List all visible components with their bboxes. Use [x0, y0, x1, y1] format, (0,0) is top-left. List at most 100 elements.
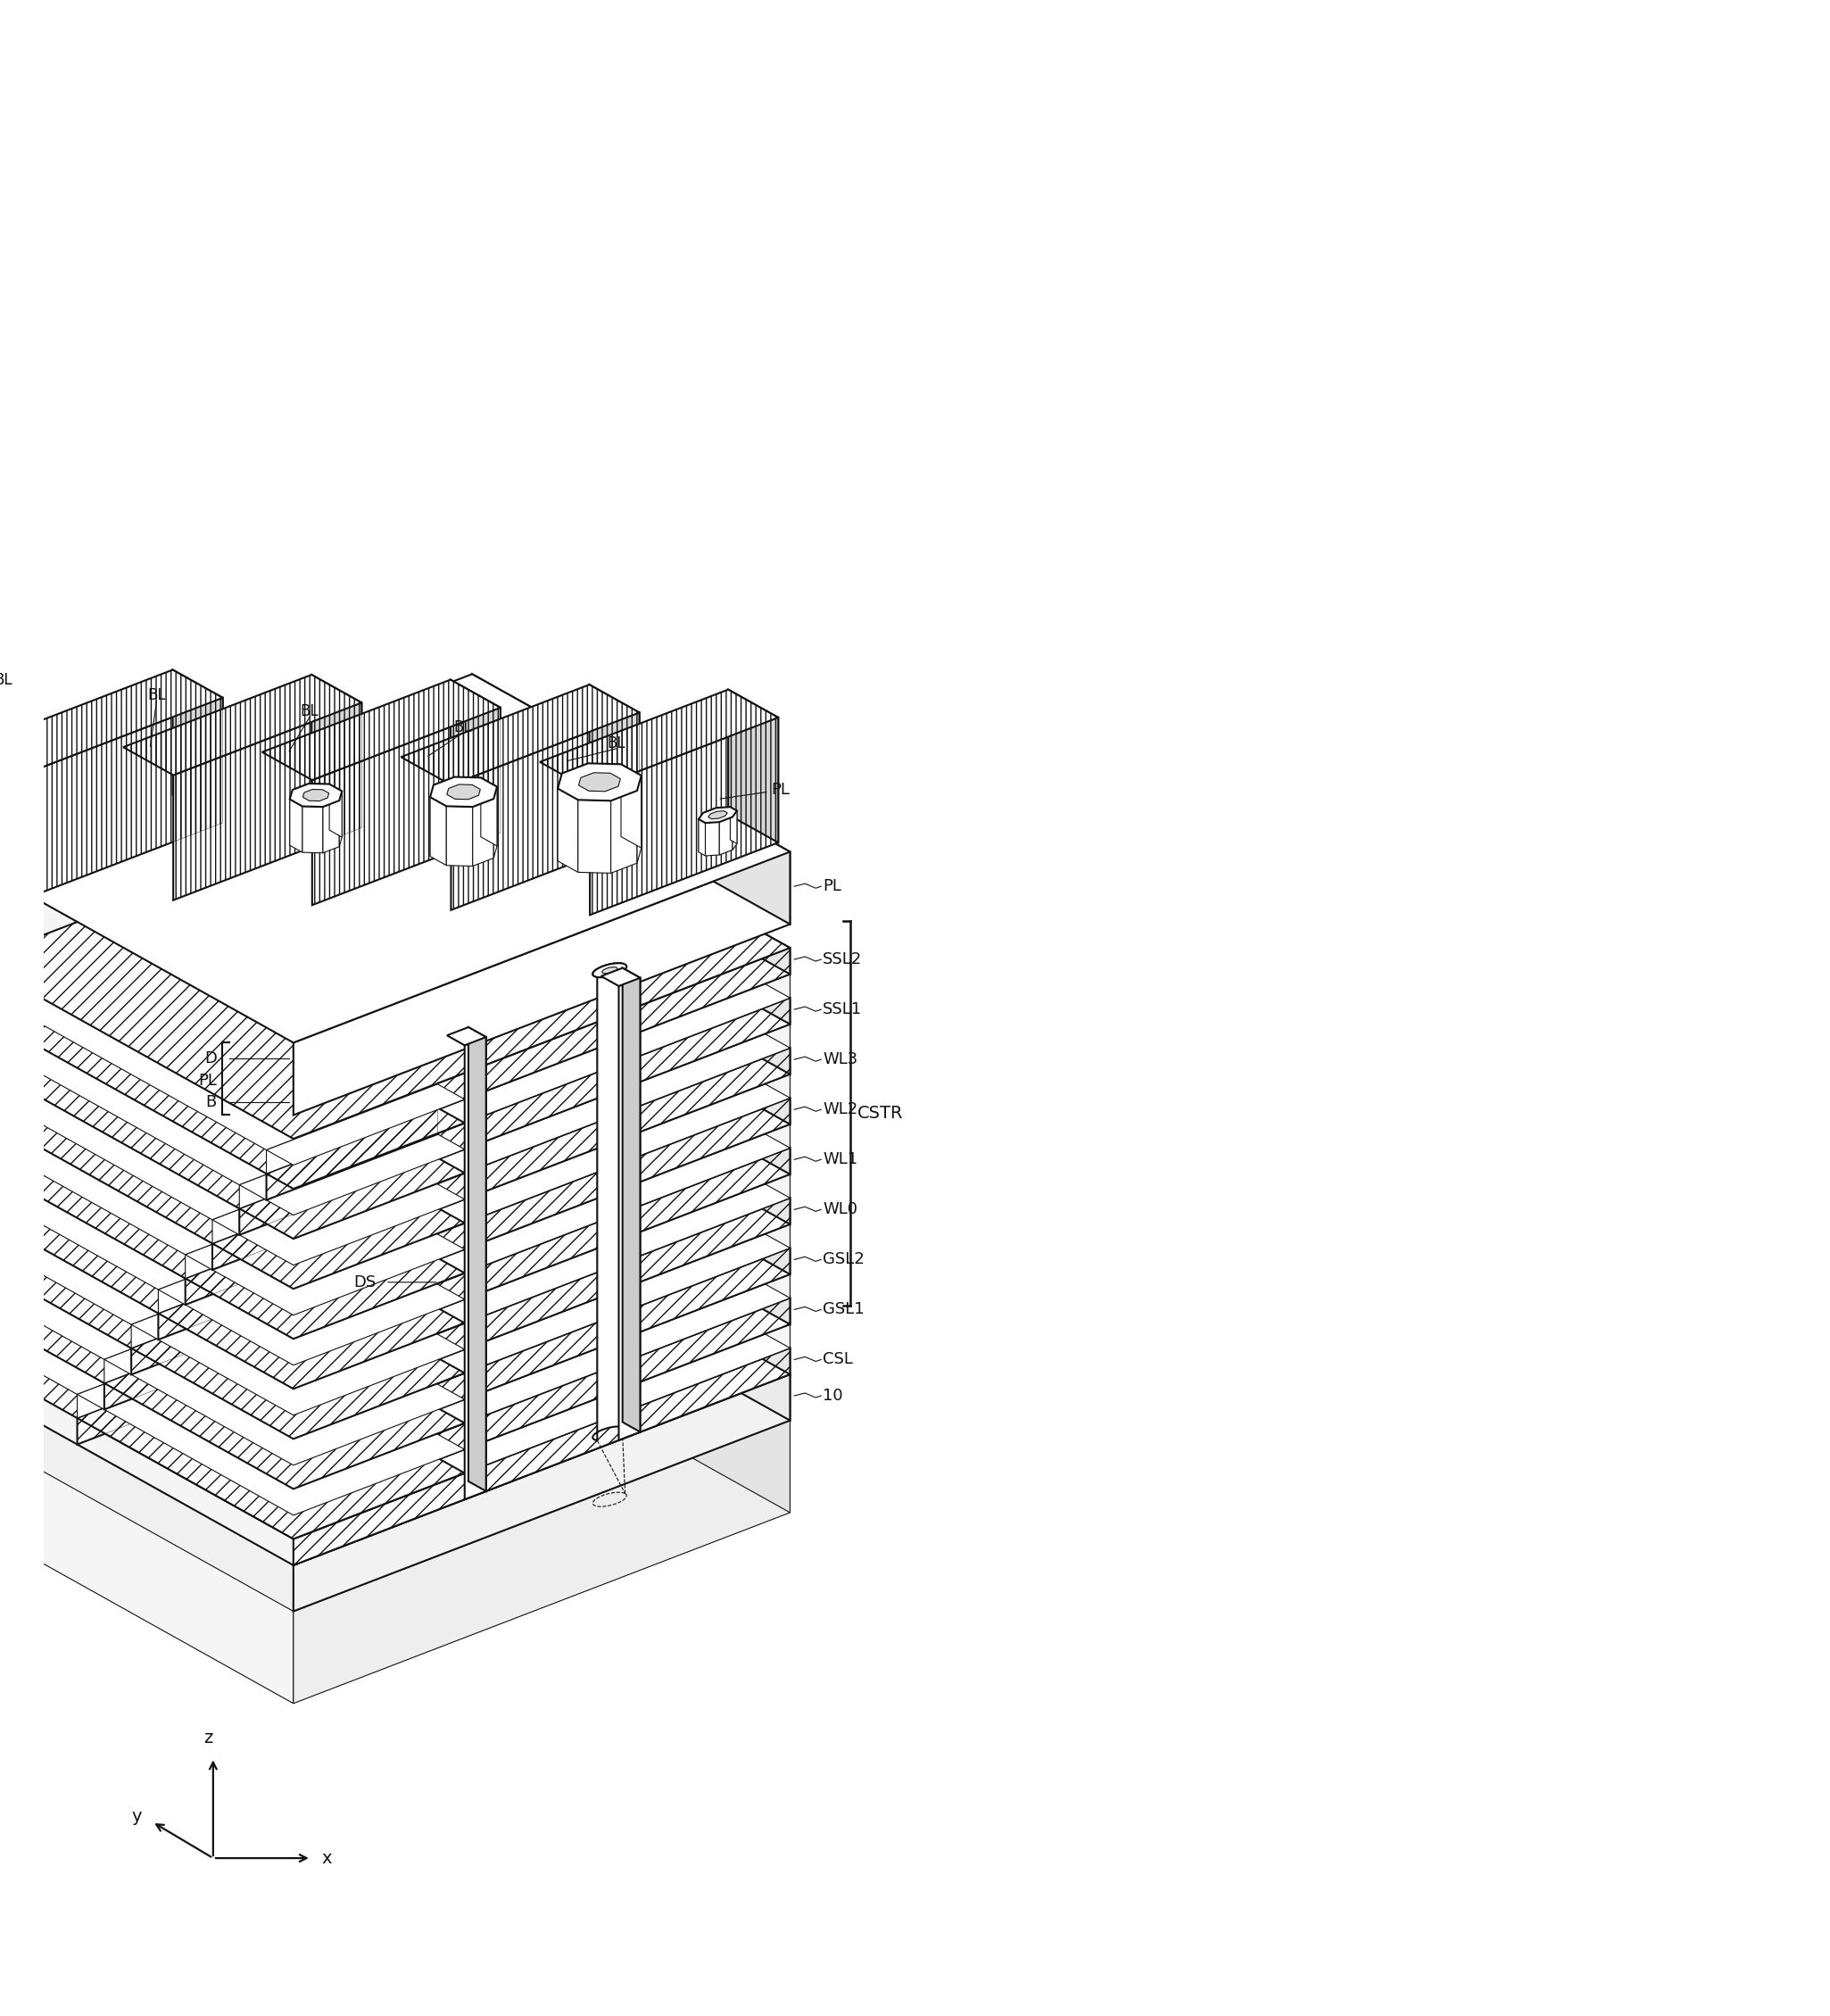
- Text: SSL1: SSL1: [824, 1002, 862, 1018]
- Polygon shape: [293, 1224, 791, 1439]
- Polygon shape: [104, 1294, 465, 1466]
- Polygon shape: [0, 996, 791, 1365]
- Polygon shape: [309, 784, 329, 831]
- Polygon shape: [0, 847, 791, 1216]
- Polygon shape: [728, 689, 778, 843]
- Polygon shape: [494, 786, 498, 859]
- Polygon shape: [447, 784, 479, 800]
- Polygon shape: [430, 796, 447, 865]
- Polygon shape: [0, 1121, 791, 1490]
- Polygon shape: [0, 796, 791, 1165]
- Polygon shape: [339, 790, 342, 847]
- Polygon shape: [0, 1171, 791, 1538]
- Polygon shape: [430, 784, 434, 857]
- Polygon shape: [0, 821, 791, 1189]
- Polygon shape: [267, 1109, 465, 1189]
- Text: WL3: WL3: [824, 1052, 858, 1068]
- Polygon shape: [472, 970, 791, 1173]
- Polygon shape: [472, 1242, 791, 1512]
- Polygon shape: [132, 1282, 465, 1439]
- Text: GSL1: GSL1: [824, 1302, 864, 1318]
- Polygon shape: [104, 1316, 465, 1490]
- Polygon shape: [472, 847, 791, 1048]
- Polygon shape: [589, 718, 778, 915]
- Text: CSL: CSL: [824, 1351, 853, 1367]
- Polygon shape: [132, 1258, 465, 1415]
- Polygon shape: [322, 800, 339, 853]
- Polygon shape: [77, 1329, 465, 1516]
- Polygon shape: [293, 1248, 791, 1466]
- Polygon shape: [132, 1282, 302, 1375]
- Polygon shape: [0, 1097, 791, 1466]
- Polygon shape: [619, 978, 640, 1439]
- Polygon shape: [468, 1028, 487, 1492]
- Polygon shape: [293, 974, 791, 1189]
- Polygon shape: [0, 1020, 791, 1389]
- Text: D: D: [205, 1050, 216, 1066]
- Polygon shape: [732, 810, 737, 851]
- Polygon shape: [589, 685, 639, 837]
- Polygon shape: [472, 1046, 791, 1248]
- Text: DS: DS: [353, 1274, 377, 1290]
- Polygon shape: [293, 1375, 791, 1611]
- Text: 10: 10: [824, 1387, 844, 1403]
- Polygon shape: [0, 673, 791, 1042]
- Polygon shape: [600, 968, 640, 986]
- Polygon shape: [0, 948, 791, 1314]
- Polygon shape: [302, 790, 329, 800]
- Polygon shape: [77, 1353, 249, 1443]
- Polygon shape: [430, 776, 498, 806]
- Polygon shape: [578, 800, 611, 873]
- Polygon shape: [267, 1085, 437, 1173]
- Polygon shape: [472, 821, 791, 1024]
- Polygon shape: [472, 996, 791, 1198]
- Polygon shape: [0, 669, 223, 770]
- Polygon shape: [293, 1125, 791, 1339]
- Polygon shape: [212, 1177, 465, 1288]
- Polygon shape: [578, 772, 620, 792]
- Polygon shape: [157, 1248, 329, 1341]
- Polygon shape: [185, 1212, 465, 1339]
- Polygon shape: [0, 919, 791, 1288]
- Polygon shape: [240, 1143, 465, 1238]
- Polygon shape: [450, 679, 500, 833]
- Polygon shape: [472, 897, 791, 1099]
- Polygon shape: [132, 1258, 302, 1349]
- Text: y: y: [132, 1808, 141, 1824]
- Polygon shape: [620, 764, 640, 849]
- Polygon shape: [699, 818, 705, 857]
- Polygon shape: [472, 1198, 791, 1421]
- Polygon shape: [454, 776, 481, 837]
- Polygon shape: [293, 1048, 791, 1266]
- Text: SSL2: SSL2: [824, 952, 862, 968]
- Polygon shape: [0, 897, 791, 1266]
- Polygon shape: [293, 1024, 791, 1238]
- Polygon shape: [401, 685, 639, 784]
- Text: BL: BL: [454, 720, 472, 736]
- Polygon shape: [0, 970, 791, 1339]
- Polygon shape: [293, 1075, 791, 1288]
- Polygon shape: [465, 1036, 487, 1500]
- Polygon shape: [77, 1329, 249, 1417]
- Text: BL: BL: [0, 671, 13, 687]
- Polygon shape: [293, 998, 791, 1216]
- Polygon shape: [472, 1147, 791, 1349]
- Text: PL: PL: [824, 879, 842, 895]
- Polygon shape: [293, 784, 309, 837]
- Polygon shape: [450, 712, 639, 909]
- Polygon shape: [240, 1119, 410, 1208]
- Polygon shape: [472, 1171, 791, 1375]
- Text: BL: BL: [148, 687, 167, 704]
- Polygon shape: [0, 1198, 791, 1564]
- Text: WL2: WL2: [824, 1101, 858, 1117]
- Text: BL: BL: [300, 704, 318, 720]
- Text: z: z: [203, 1730, 212, 1746]
- Polygon shape: [602, 968, 617, 974]
- Polygon shape: [730, 806, 737, 843]
- Polygon shape: [558, 788, 578, 873]
- Polygon shape: [293, 1421, 791, 1704]
- Polygon shape: [558, 774, 562, 861]
- Polygon shape: [157, 1248, 465, 1389]
- Text: PL: PL: [198, 1073, 216, 1089]
- Polygon shape: [0, 1147, 791, 1516]
